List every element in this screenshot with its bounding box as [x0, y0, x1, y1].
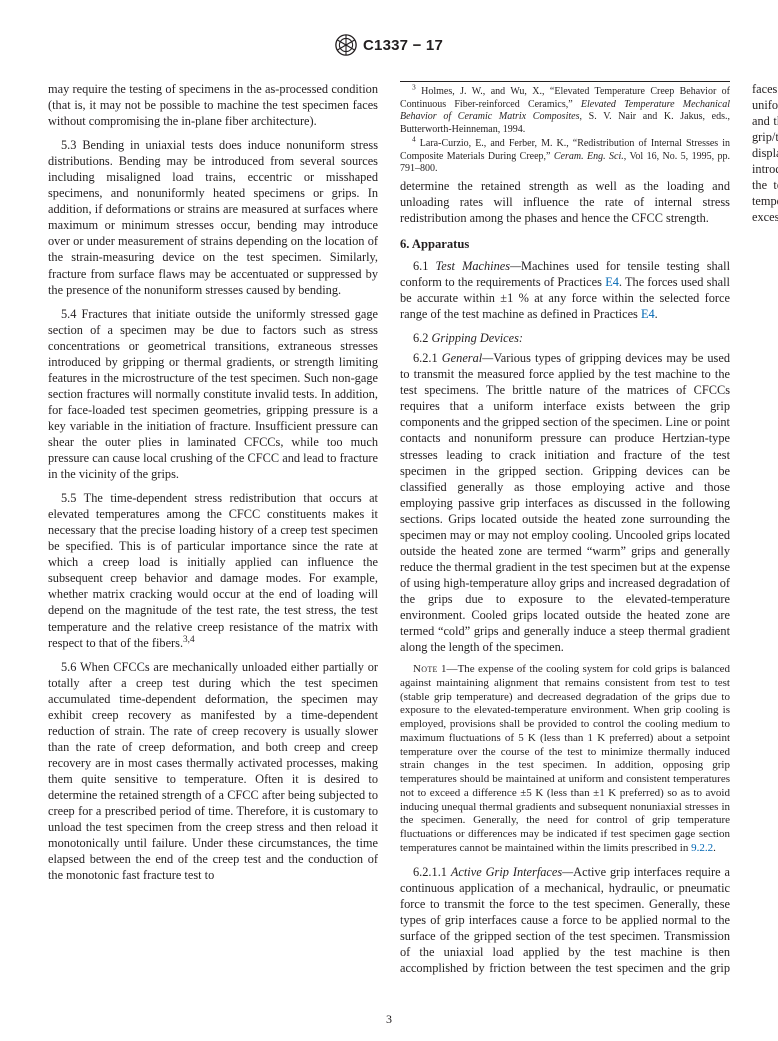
- header-line: C1337 − 17: [335, 34, 443, 56]
- running-header: C1337 − 17: [48, 34, 730, 61]
- footnote-3-marker: 3: [412, 83, 416, 92]
- para-6-1-body-c: .: [655, 307, 658, 321]
- link-e4-a[interactable]: E4: [605, 275, 619, 289]
- para-6-1: 6.1 Test Machines—Machines used for tens…: [400, 258, 730, 322]
- para-5-5-text: 5.5 The time-dependent stress redistribu…: [48, 491, 378, 649]
- para-6-2-1: 6.2.1 General—Various types of gripping …: [400, 350, 730, 655]
- para-5-3: 5.3 Bending in uniaxial tests does induc…: [48, 137, 378, 297]
- footnotes-block: 3 Holmes, J. W., and Wu, X., “Elevated T…: [400, 81, 730, 176]
- para-6-2-1-num: 6.2.1: [413, 351, 442, 365]
- standard-id: C1337 − 17: [363, 37, 443, 54]
- para-6-2-1-title: General—: [442, 351, 493, 365]
- para-5-2-continued: may require the testing of specimens in …: [48, 81, 378, 129]
- footnote-3: 3 Holmes, J. W., and Wu, X., “Elevated T…: [400, 86, 730, 136]
- para-5-6-col1: 5.6 When CFCCs are mechanically unloaded…: [48, 659, 378, 884]
- para-6-2-1-1-body-c: ) constant coefficient of friction over …: [752, 114, 778, 224]
- para-6-2-heading: 6.2 Gripping Devices:: [400, 330, 730, 346]
- text-columns: may require the testing of specimens in …: [48, 81, 730, 981]
- note-1-num: 1—: [438, 663, 458, 675]
- para-6-2-1-1-title: Active Grip Interfaces—: [451, 865, 573, 879]
- note-1: Note 1—The expense of the cooling system…: [400, 663, 730, 856]
- note-1-tail: .: [713, 842, 716, 854]
- link-9-2-2[interactable]: 9.2.2: [691, 842, 713, 854]
- page-number: 3: [0, 1012, 778, 1027]
- para-5-6-col2: determine the retained strength as well …: [400, 178, 730, 226]
- astm-logo-icon: [335, 34, 357, 56]
- footnote-4-marker: 4: [412, 135, 416, 144]
- page-root: C1337 − 17 may require the testing of sp…: [0, 0, 778, 1009]
- para-6-1-num: 6.1: [413, 259, 436, 273]
- para-6-1-title: Test Machines—: [436, 259, 522, 273]
- para-6-2-1-1-num: 6.2.1.1: [413, 865, 451, 879]
- para-6-2-num: 6.2: [413, 331, 432, 345]
- link-e4-b[interactable]: E4: [641, 307, 655, 321]
- para-6-2-1-body: Various types of gripping devices may be…: [400, 351, 730, 654]
- footnote-ref-3-4: 3,4: [183, 634, 195, 644]
- para-6-2-title: Gripping Devices:: [432, 331, 524, 345]
- footnote-4: 4 Lara-Curzio, E., and Ferber, M. K., “R…: [400, 138, 730, 176]
- footnote-4-source: Ceram. Eng. Sci.: [554, 151, 624, 162]
- section-6-heading: 6. Apparatus: [400, 236, 730, 252]
- para-5-5: 5.5 The time-dependent stress redistribu…: [48, 490, 378, 650]
- note-1-body: The expense of the cooling system for co…: [400, 663, 730, 854]
- para-5-4: 5.4 Fractures that initiate outside the …: [48, 306, 378, 483]
- note-1-label: Note: [413, 663, 438, 675]
